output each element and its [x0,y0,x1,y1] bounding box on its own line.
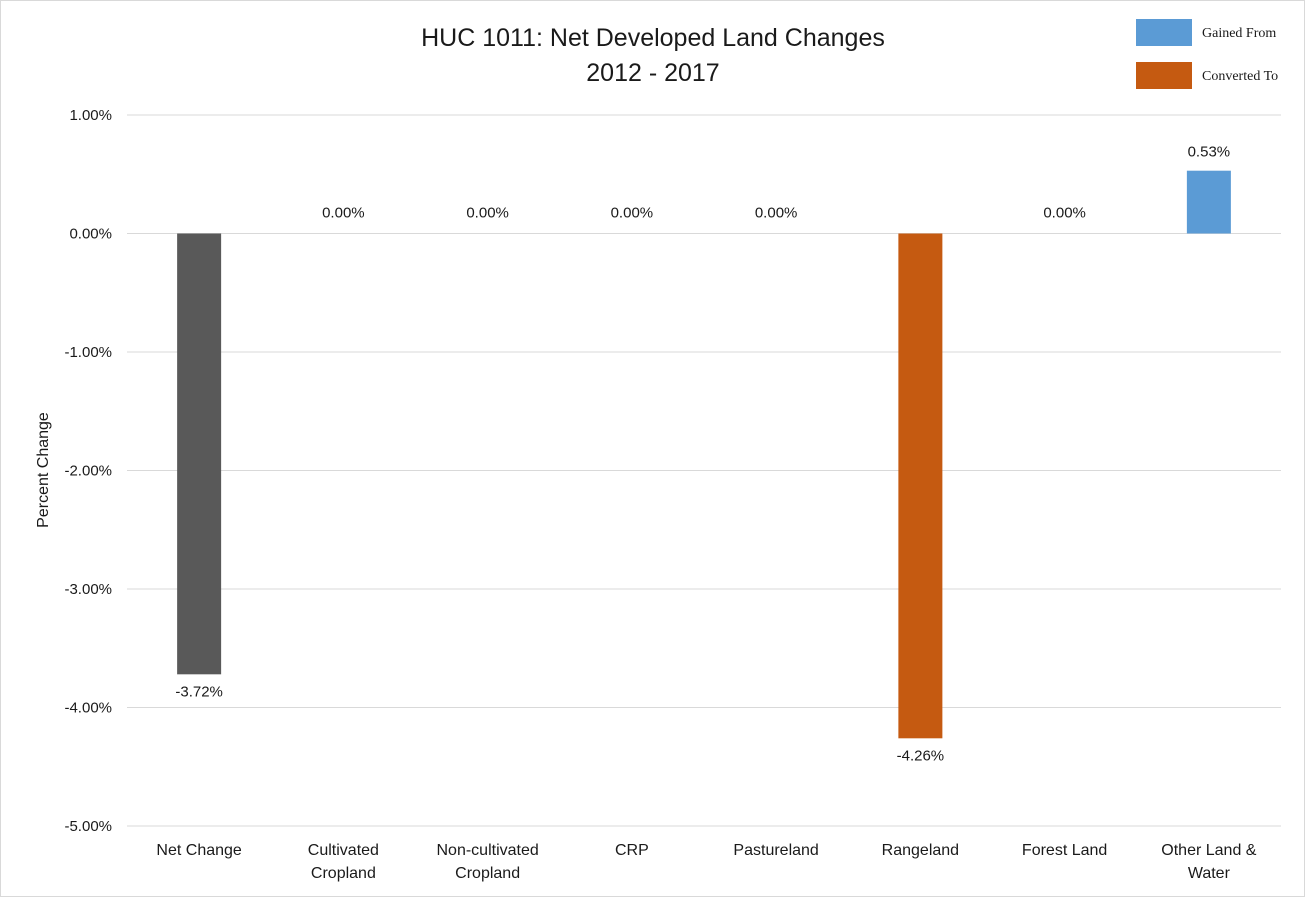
legend-label: Converted To [1202,69,1278,84]
category-label: Pastureland [733,842,818,859]
category-label-line: Pastureland [733,842,818,859]
y-tick-label: -2.00% [64,463,112,480]
y-tick-label: -5.00% [64,818,112,835]
data-label: 0.00% [611,205,654,222]
chart-title: HUC 1011: Net Developed Land Changes [421,24,885,52]
category-label-line: Net Change [156,842,241,859]
legend: Gained From Converted To [1136,19,1278,89]
data-label: -3.72% [175,683,223,700]
chart-title-group: HUC 1011: Net Developed Land Changes 201… [421,24,885,87]
data-label: 0.00% [1043,205,1086,222]
category-label-line: Forest Land [1022,842,1107,859]
bar [898,233,943,739]
category-label-line: Water [1188,865,1231,882]
data-labels: -3.72% 0.00% 0.00% 0.00% 0.00% -4.26% 0.00% 0.5… [175,144,1230,765]
y-tick-label: 0.00% [69,226,112,243]
category-label-line: Non-cultivated [436,842,538,859]
category-label-line: CRP [615,842,649,859]
data-label: 0.00% [466,205,509,222]
y-tick-label: 1.00% [69,107,112,124]
y-axis-label: Percent Change [35,412,52,528]
category-label-line: Other Land & [1161,842,1257,859]
data-label: 0.00% [322,205,365,222]
y-tick-label: -4.00% [64,700,112,717]
category-label: Other Land & Water [1161,842,1257,882]
bar [1186,170,1231,234]
category-label: Non-cultivated Cropland [436,842,538,882]
chart-subtitle: 2012 - 2017 [586,59,719,87]
legend-swatch [1136,19,1192,46]
data-label: -4.26% [897,747,945,764]
category-labels: Net Change Cultivated CroplandNon-cultivat… [156,842,1256,882]
legend-swatch [1136,62,1192,89]
bar [177,233,222,675]
data-label: 0.00% [755,205,798,222]
y-tick-label: -3.00% [64,581,112,598]
y-tick-labels: 1.00% 0.00% -1.00% -2.00% -3.00% -4.00% -5.00% [64,107,112,835]
category-label: CRP [615,842,649,859]
category-label-line: Cropland [311,865,376,882]
y-tick-label: -1.00% [64,344,112,361]
category-label: Forest Land [1022,842,1107,859]
category-label: Cultivated Cropland [308,842,379,882]
category-label-line: Cultivated [308,842,379,859]
legend-label: Gained From [1202,26,1276,41]
category-label: Net Change [156,842,241,859]
category-label-line: Rangeland [882,842,959,859]
data-label: 0.53% [1188,144,1231,161]
category-label-line: Cropland [455,865,520,882]
bars [177,170,1231,739]
category-label: Rangeland [882,842,959,859]
grid-lines [127,114,1281,827]
